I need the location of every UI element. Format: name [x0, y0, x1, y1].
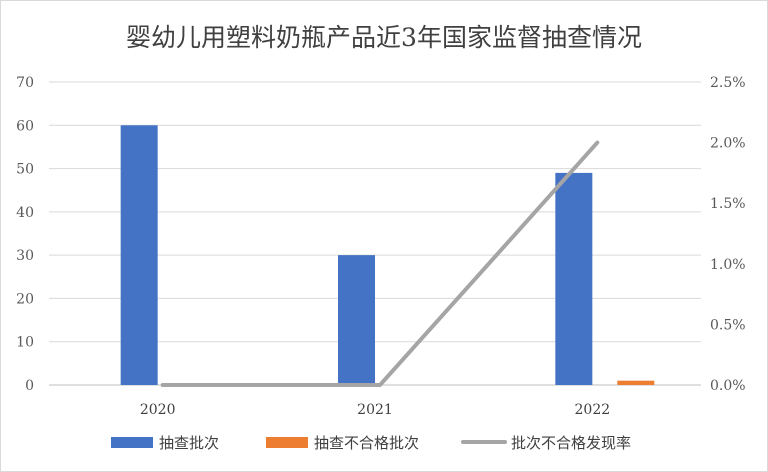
- legend-swatch: [266, 437, 308, 448]
- right-tick-label: 2.5%: [710, 75, 746, 91]
- legend: 抽查批次 抽查不合格批次 批次不合格发现率: [111, 434, 631, 452]
- right-tick-label: 2.0%: [710, 136, 746, 152]
- bar-sampled-batches: [555, 172, 593, 385]
- legend-label: 抽查不合格批次: [314, 434, 419, 452]
- right-tick-label: 0.0%: [710, 378, 746, 394]
- bar-sampled-batches: [338, 255, 375, 385]
- category-label: 2022: [575, 402, 611, 418]
- left-tick-label: 0: [25, 378, 34, 394]
- legend-label: 批次不合格发现率: [511, 434, 631, 452]
- right-tick-label: 1.0%: [710, 257, 746, 273]
- left-tick-label: 70: [16, 75, 34, 91]
- left-tick-label: 50: [16, 162, 34, 178]
- line-layer: [160, 140, 600, 387]
- chart-title: 婴幼儿用塑料奶瓶产品近3年国家监督抽查情况: [126, 23, 642, 52]
- right-tick-label: 0.5%: [710, 317, 746, 333]
- bars-layer: [120, 125, 655, 386]
- left-tick-label: 10: [16, 335, 34, 351]
- left-tick-label: 40: [16, 205, 34, 221]
- left-axis-ticks: 0 10 20 30 40 50 60 70: [16, 75, 34, 394]
- line-failure-rate: [160, 140, 600, 387]
- bar-failed-batches: [617, 380, 655, 385]
- legend-swatch: [111, 437, 153, 448]
- left-tick-label: 30: [16, 248, 34, 264]
- category-label: 2020: [140, 402, 176, 418]
- right-axis-ticks: 0.0% 0.5% 1.0% 1.5% 2.0% 2.5%: [710, 75, 746, 394]
- bar-sampled-batches: [120, 125, 158, 386]
- left-tick-label: 60: [16, 118, 34, 134]
- category-label: 2021: [357, 402, 393, 418]
- left-tick-label: 20: [16, 291, 34, 307]
- category-labels: 2020 2021 2022: [140, 402, 610, 418]
- right-tick-label: 1.5%: [710, 196, 746, 212]
- legend-label: 抽查批次: [159, 434, 219, 452]
